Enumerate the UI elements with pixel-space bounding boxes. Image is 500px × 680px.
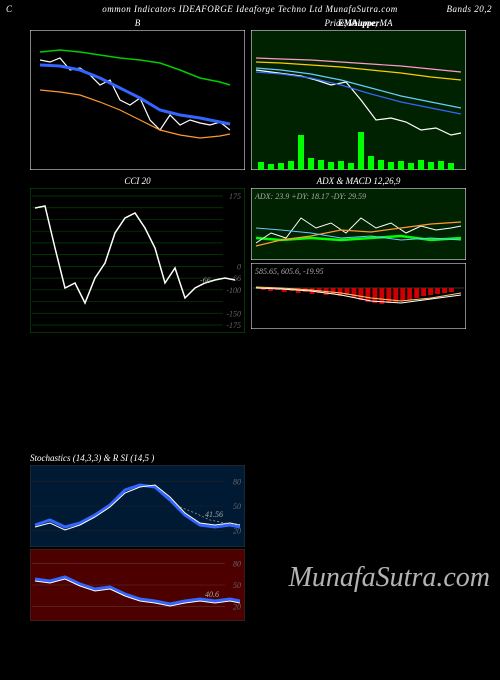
svg-text:-100: -100 (226, 286, 241, 295)
chart-price (251, 30, 466, 170)
svg-text:-175: -175 (226, 321, 241, 330)
header-left: C (6, 4, 13, 14)
panel-adx-title: ADX & MACD 12,26,9 (251, 176, 466, 188)
chart-adx: ADX: 23.9 +DY: 18.17 -DY: 29.59 (251, 188, 466, 260)
svg-text:50: 50 (233, 502, 241, 511)
panel-adx-macd: ADX & MACD 12,26,9 ADX: 23.9 +DY: 18.17 … (251, 176, 466, 333)
panel-cci: CCI 20 175 0 -66 -100 -150 -175 -66 (30, 176, 245, 333)
panel-b-title: B (30, 18, 245, 30)
panel-b: B (30, 18, 245, 170)
svg-text:20: 20 (233, 603, 241, 612)
svg-text:40.6: 40.6 (205, 590, 219, 599)
panel-stoch-title: Stochastics (14,3,3) & R SI (14,5 ) (30, 453, 490, 465)
chart-stoch: 80502041.56 (30, 465, 245, 547)
svg-text:80: 80 (233, 477, 241, 486)
panel-price: Price, Volume, MA EMAupper (251, 18, 466, 170)
svg-text:585.65, 605.6, -19.95: 585.65, 605.6, -19.95 (255, 267, 324, 276)
svg-text:-150: -150 (226, 309, 241, 318)
spacer (0, 333, 500, 453)
chart-stoch2: 80 50 20 40.6 (30, 549, 245, 621)
svg-text:175: 175 (229, 192, 241, 201)
chart-b (30, 30, 245, 170)
page-header: C ommon Indicators IDEAFORGE Ideaforge T… (0, 0, 500, 18)
chart-cci: 175 0 -66 -100 -150 -175 -66 (30, 188, 245, 333)
svg-text:ADX: 23.9 +DY: 18.17 -DY: 29.5: ADX: 23.9 +DY: 18.17 -DY: 29.59 (254, 192, 366, 201)
svg-text:80: 80 (233, 559, 241, 568)
svg-text:50: 50 (233, 581, 241, 590)
svg-text:-66: -66 (230, 274, 241, 283)
svg-text:41.56: 41.56 (205, 510, 223, 519)
chart-macd: 585.65, 605.6, -19.95 (251, 263, 466, 329)
panel-price-title: Price, Volume, MA EMAupper (251, 18, 466, 30)
panel-cci-title: CCI 20 (30, 176, 245, 188)
watermark: MunafaSutra.com (289, 562, 490, 594)
svg-text:-66: -66 (200, 276, 211, 285)
header-center: ommon Indicators IDEAFORGE Ideaforge Tec… (102, 4, 398, 14)
header-right: Bands 20,2 (447, 4, 493, 14)
svg-text:0: 0 (237, 262, 241, 271)
